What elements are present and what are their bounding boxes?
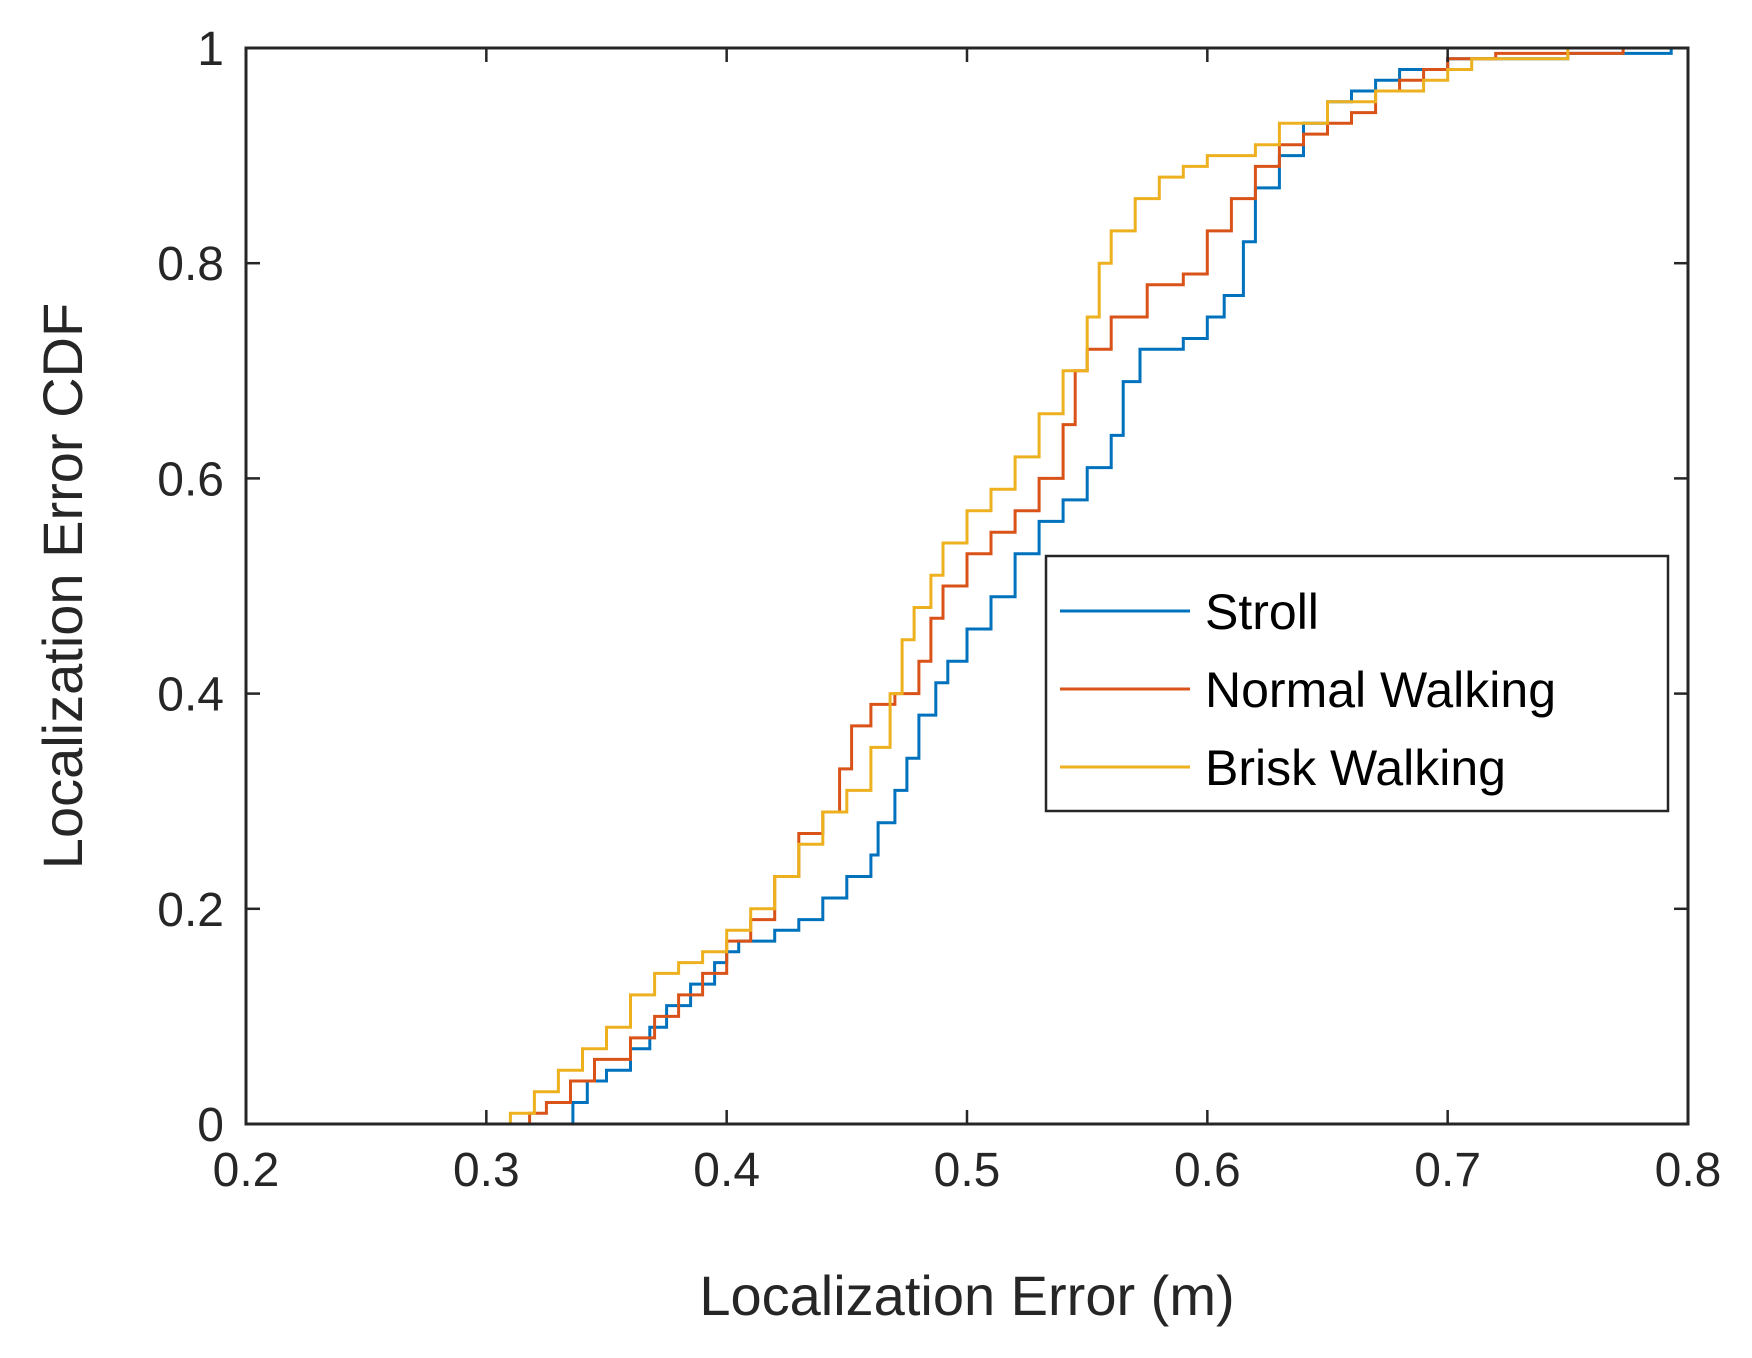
series-line-brisk-walking xyxy=(421,48,1570,1126)
legend: Stroll Normal Walking Brisk Walking xyxy=(1044,554,1670,813)
x-tick-label: 0.3 xyxy=(453,1144,520,1197)
series-line-stroll xyxy=(558,48,1673,1126)
x-tick-label: 0.2 xyxy=(213,1144,280,1197)
y-tick-label: 0.6 xyxy=(157,453,224,506)
legend-label-brisk-walking: Brisk Walking xyxy=(1205,740,1506,796)
x-tick-label: 0.5 xyxy=(934,1144,1001,1197)
x-tick-label: 0.7 xyxy=(1414,1144,1481,1197)
x-axis-label: Localization Error (m) xyxy=(699,1264,1234,1327)
y-axis-ticks xyxy=(246,46,1688,1126)
series-layer xyxy=(421,48,1673,1126)
y-tick-label: 0.2 xyxy=(157,884,224,937)
y-tick-label: 1 xyxy=(197,23,224,76)
y-tick-label: 0 xyxy=(197,1099,224,1152)
legend-label-stroll: Stroll xyxy=(1205,584,1319,640)
legend-label-normal-walking: Normal Walking xyxy=(1205,662,1556,718)
y-tick-label: 0.8 xyxy=(157,238,224,291)
y-axis-tick-labels: 0 0.2 0.4 0.6 0.8 1 xyxy=(157,23,224,1152)
x-tick-label: 0.8 xyxy=(1655,1144,1722,1197)
x-tick-label: 0.6 xyxy=(1174,1144,1241,1197)
y-tick-label: 0.4 xyxy=(157,669,224,722)
x-axis-ticks xyxy=(244,48,1690,1124)
x-tick-label: 0.4 xyxy=(693,1144,760,1197)
y-axis-label: Localization Error CDF xyxy=(31,303,94,869)
x-axis-tick-labels: 0.2 0.3 0.4 0.5 0.6 0.7 0.8 xyxy=(213,1144,1722,1197)
series-line-normal-walking xyxy=(510,48,1625,1126)
legend-items: Stroll Normal Walking Brisk Walking xyxy=(1060,584,1556,796)
